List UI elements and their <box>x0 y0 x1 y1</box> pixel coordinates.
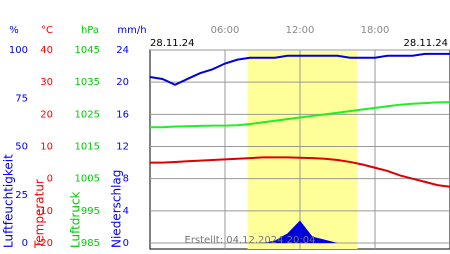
y-tick-label: 0 <box>22 238 28 249</box>
axis-unit: mm/h <box>117 25 146 36</box>
axis-unit: % <box>9 25 19 36</box>
y-tick-label: 25 <box>15 190 28 201</box>
series-line <box>150 101 450 129</box>
y-tick-label: 50 <box>15 142 28 153</box>
date-start: 28.11.24 <box>150 38 195 49</box>
y-tick-label: 1045 <box>75 45 100 56</box>
y-tick-label: 1025 <box>75 109 100 120</box>
axis-unit: hPa <box>81 25 99 36</box>
date-end: 28.11.24 <box>403 38 448 49</box>
y-tick-label: -20 <box>37 238 53 249</box>
y-tick-label: 1015 <box>75 142 100 153</box>
daylight-band <box>247 51 358 249</box>
axis-title: Luftdruck <box>69 191 83 248</box>
y-tick-label: 8 <box>123 174 129 185</box>
y-tick-label: 20 <box>40 109 53 120</box>
axis-title: Niederschlag <box>110 170 124 248</box>
y-tick-label: 40 <box>40 45 53 56</box>
y-tick-label: 24 <box>116 45 129 56</box>
axis-unit: °C <box>41 25 53 36</box>
axis-title: Temperatur <box>33 179 47 249</box>
y-tick-label: 1005 <box>75 174 100 185</box>
y-tick-label: 4 <box>123 206 129 217</box>
y-tick-label: 75 <box>15 93 28 104</box>
precip-area <box>150 220 450 243</box>
y-tick-label: 995 <box>81 206 100 217</box>
series-line <box>150 156 450 188</box>
footer: Erstellt: 04.12.2024 20:04 <box>185 235 316 246</box>
y-tick-label: 985 <box>81 238 100 249</box>
y-tick-label: 10 <box>40 142 53 153</box>
y-tick-label: 0 <box>47 174 53 185</box>
series-line <box>149 52 450 86</box>
y-tick-label: 100 <box>9 45 28 56</box>
y-tick-label: 12 <box>116 142 129 153</box>
y-tick-label: 30 <box>40 77 53 88</box>
x-tick-label: 18:00 <box>361 25 390 36</box>
y-tick-label: -10 <box>37 206 53 217</box>
y-tick-label: 20 <box>116 77 129 88</box>
x-tick-label: 06:00 <box>211 25 240 36</box>
y-tick-label: 1035 <box>75 77 100 88</box>
y-tick-label: 16 <box>116 109 129 120</box>
y-tick-label: 0 <box>123 238 129 249</box>
x-tick-label: 12:00 <box>286 25 315 36</box>
axis-title: Luftfeuchtigkeit <box>2 154 16 248</box>
